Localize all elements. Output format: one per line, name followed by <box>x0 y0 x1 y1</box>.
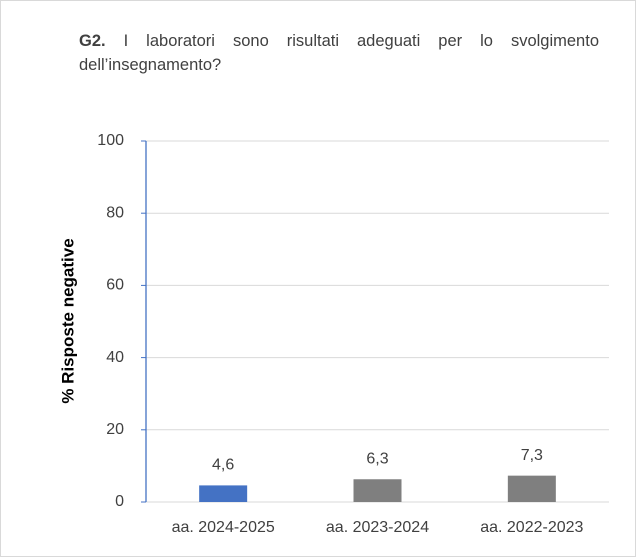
data-label: 4,6 <box>212 457 234 474</box>
data-label: 6,3 <box>366 450 388 467</box>
chart-title: G2. I laboratori sono risultati adeguati… <box>79 29 599 77</box>
y-tick-label: 80 <box>106 204 124 221</box>
y-tick-label: 100 <box>97 132 124 149</box>
bar <box>507 475 556 502</box>
x-tick-label: aa. 2024-2025 <box>172 519 275 536</box>
title-label: G2. <box>79 32 106 50</box>
data-label: 7,3 <box>521 447 543 464</box>
title-text: I laboratori sono risultati adeguati per… <box>79 32 599 74</box>
y-tick-label: 40 <box>106 349 124 366</box>
x-tick-label: aa. 2023-2024 <box>326 519 429 536</box>
bar <box>353 479 402 502</box>
y-tick-label: 20 <box>106 421 124 438</box>
y-tick-label: 0 <box>115 493 124 510</box>
y-axis-label: % Risposte negative <box>58 238 77 403</box>
y-tick-label: 60 <box>106 277 124 294</box>
x-tick-label: aa. 2022-2023 <box>480 519 583 536</box>
bar <box>199 485 248 502</box>
